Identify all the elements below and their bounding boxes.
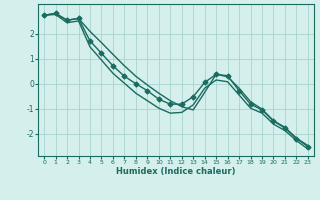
X-axis label: Humidex (Indice chaleur): Humidex (Indice chaleur) (116, 167, 236, 176)
